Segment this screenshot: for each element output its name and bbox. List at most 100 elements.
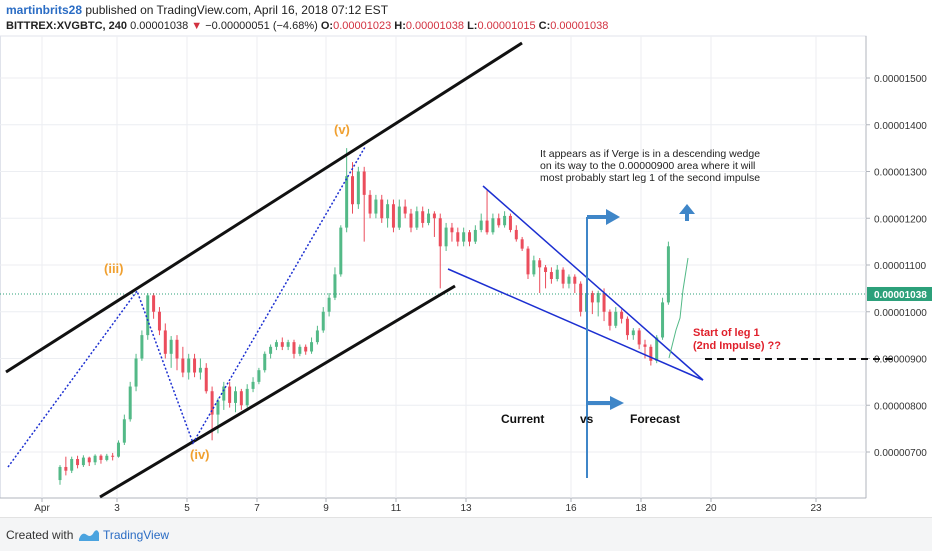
bracket-bottom-arrow-icon [610, 396, 624, 410]
down-triangle-icon: ▼ [191, 20, 203, 32]
candle-body [239, 391, 243, 406]
candle-body [544, 267, 548, 273]
candle-body [216, 400, 220, 415]
candle-body [362, 171, 366, 195]
candle [122, 414, 126, 445]
candle [339, 225, 343, 277]
tradingview-brand[interactable]: TradingView [103, 528, 170, 542]
note-line: It appears as if Verge is in a descendin… [540, 148, 760, 160]
candle [520, 236, 524, 251]
note-line: most probably start leg 1 of the second … [540, 172, 760, 184]
high-label: H: [394, 20, 406, 32]
candle [228, 381, 232, 408]
candle-body [269, 346, 273, 354]
candle-body [128, 386, 132, 420]
y-tick-label: 0.00000900 [874, 355, 927, 366]
candle [386, 199, 390, 228]
wave-label: (v) [334, 122, 350, 137]
candle [374, 194, 378, 219]
candle-body [602, 293, 606, 312]
candle [169, 336, 173, 368]
price-chart[interactable]: 0.00000700 0.00000800 0.00000900 0.00001000… [0, 0, 932, 517]
candle [555, 265, 559, 282]
chart-annotations: (iii) (iv) (v) It appears as if Verge is in… [104, 122, 781, 462]
candle [175, 335, 179, 371]
publish-line: martinbrits28 published on TradingView.c… [6, 3, 388, 17]
candle [368, 190, 372, 219]
candle-body [234, 391, 237, 403]
candle-body [532, 260, 536, 275]
x-tick-label: 11 [391, 503, 402, 514]
candle-body [356, 171, 360, 205]
candle-body [310, 342, 314, 352]
candle [631, 328, 635, 340]
forecast-up-arrow-icon [679, 204, 695, 214]
candle-body [631, 330, 635, 336]
candle [409, 208, 413, 233]
candle-body [438, 218, 442, 247]
candle-body [508, 215, 512, 230]
candle [234, 386, 237, 413]
author-name[interactable]: martinbrits28 [6, 3, 83, 17]
candle [450, 222, 454, 242]
candle [134, 353, 138, 392]
candle-body [374, 199, 378, 214]
candle-body [386, 204, 390, 219]
candle [321, 307, 325, 333]
candle-body [526, 248, 530, 275]
plot-frame [0, 35, 867, 499]
candle-body [274, 342, 278, 347]
leg1-note-line: Start of leg 1 [693, 327, 760, 339]
candles [58, 148, 670, 485]
candle-body [93, 455, 97, 463]
x-tick-label: 3 [114, 503, 120, 514]
candle-body [655, 337, 659, 361]
candle-body [573, 276, 577, 284]
candle-body [479, 220, 483, 230]
candle-body [590, 293, 594, 303]
channel-upper-line [5, 41, 523, 374]
candle-body [187, 358, 191, 373]
candle [391, 199, 395, 233]
candle [204, 363, 208, 394]
candle [298, 344, 302, 357]
candle-body [421, 211, 425, 223]
candle [140, 330, 144, 361]
candle [111, 452, 115, 461]
candle-body [117, 442, 120, 457]
candle [245, 384, 249, 408]
x-tick-label: 20 [705, 503, 717, 514]
x-tick-label: 18 [635, 503, 647, 514]
candle [81, 455, 85, 467]
candle-body [397, 206, 401, 228]
candle-body [263, 353, 267, 371]
candle-body [391, 204, 395, 228]
candle [444, 222, 448, 251]
candle-body [468, 232, 471, 242]
candle [503, 211, 507, 228]
candle-body [111, 455, 115, 457]
wave-label: (iii) [104, 261, 124, 276]
candle [666, 241, 670, 305]
candle-body [339, 227, 343, 275]
candle-body [81, 457, 85, 466]
candle-body [298, 346, 302, 354]
close-value: 0.00001038 [550, 20, 609, 32]
candle [257, 367, 261, 385]
candle-body [58, 466, 62, 481]
y-tick-label: 0.00000700 [874, 448, 927, 459]
candle [415, 206, 419, 230]
candle-body [485, 220, 489, 233]
candle [157, 307, 161, 336]
candle-body [70, 459, 74, 471]
candle [345, 148, 349, 233]
candle [397, 199, 401, 230]
candle-body [327, 297, 331, 312]
candle-body [608, 311, 612, 326]
candle [152, 293, 156, 319]
candle-body [403, 206, 407, 214]
chart-drawings: 0.00001038 [0, 41, 932, 499]
open-value: 0.00001023 [333, 20, 392, 32]
candle-body [555, 269, 559, 280]
current-price-badge [867, 286, 932, 301]
